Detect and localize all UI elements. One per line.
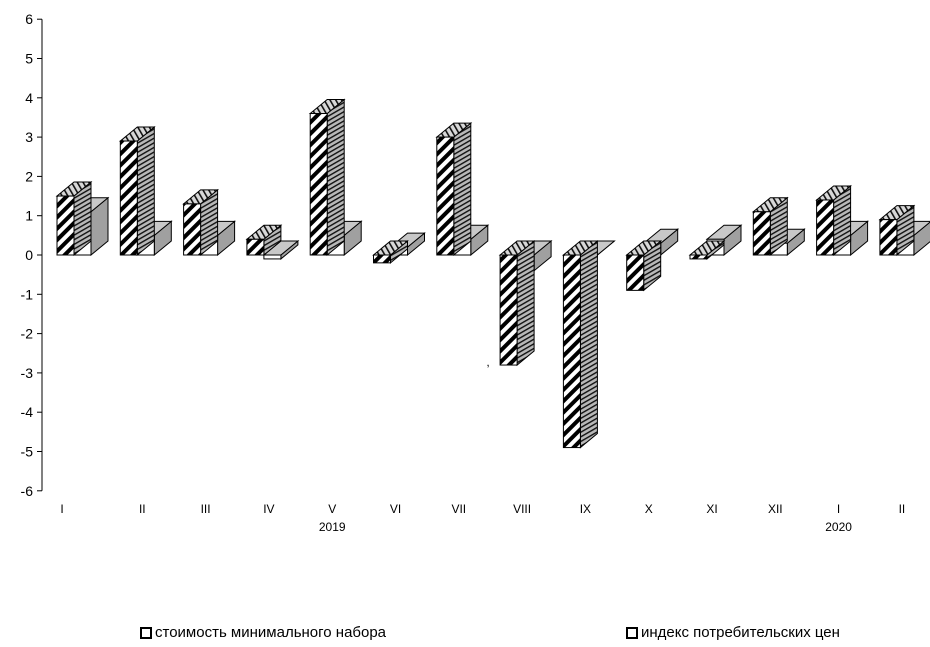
x-tick-label: VII	[451, 502, 466, 516]
bar-min-set-front	[183, 203, 202, 256]
bar-min-set-side	[516, 239, 535, 367]
x-tick-label: I	[60, 502, 63, 516]
x-tick-label: VIII	[513, 502, 531, 516]
bar-min-set-front	[689, 254, 708, 260]
legend-label-min-set: стоимость минимального набора	[155, 624, 387, 641]
y-tick-label: -6	[21, 483, 34, 499]
x-tick-label: IX	[580, 502, 591, 516]
x-tick-label: VI	[390, 502, 401, 516]
x-tick-label: XII	[768, 502, 783, 516]
bar-min-set-front	[879, 219, 898, 256]
x-tick-label: III	[201, 502, 211, 516]
bar-min-set	[562, 239, 599, 449]
y-tick-label: 6	[25, 11, 33, 27]
x-tick-label: X	[645, 502, 653, 516]
bar-min-set-front	[436, 136, 455, 256]
bar-min-set	[688, 239, 726, 260]
legend-label-cpi: индекс потребительских цен	[641, 624, 840, 641]
y-tick-label: 3	[25, 129, 33, 145]
bar-min-set-front	[816, 199, 835, 256]
bar-min-set	[182, 188, 219, 257]
legend-swatch-min-set	[140, 626, 152, 639]
bar-min-set-front	[246, 238, 265, 256]
y-tick-label: -3	[21, 365, 34, 381]
x-tick-label: II	[139, 502, 146, 516]
x-tick-label: I	[837, 502, 840, 516]
bar-min-set	[372, 239, 409, 264]
bar-min-set	[308, 98, 346, 257]
bar-min-set-side	[579, 239, 598, 449]
bar-min-set	[435, 122, 473, 257]
y-tick-label: -1	[21, 286, 34, 302]
legend-item-cpi: индекс потребительских цен	[626, 624, 840, 641]
bar-min-set	[245, 224, 283, 257]
x-tick-label: XI	[706, 502, 717, 516]
bar-min-set	[498, 239, 536, 367]
bar-min-set-front	[626, 254, 645, 291]
bar-min-set-side	[136, 125, 155, 257]
legend-swatch-cpi	[626, 626, 638, 639]
bar-min-set	[118, 125, 156, 257]
bar-min-set	[625, 239, 663, 292]
y-tick-label: 1	[25, 208, 33, 224]
x-tick-label: II	[899, 502, 906, 516]
legend-item-min-set: стоимость минимального набора	[140, 624, 386, 641]
y-tick-label: 4	[25, 90, 33, 106]
bar-cpi	[262, 239, 300, 260]
y-tick-label: 5	[25, 51, 33, 67]
bar-min-set	[55, 180, 93, 257]
bar-min-set-side	[326, 98, 345, 257]
x-year-label: 2019	[319, 520, 346, 534]
bar-min-set-front	[119, 140, 138, 256]
bar-min-set-front	[56, 195, 75, 256]
bar-min-set	[878, 204, 916, 257]
x-year-label: 2020	[825, 520, 852, 534]
y-tick-label: -5	[21, 444, 34, 460]
axis-layer	[37, 18, 43, 492]
bar-min-set-front	[562, 254, 581, 449]
bar-min-set-side	[453, 122, 472, 257]
x-tick-label: V	[328, 502, 336, 516]
x-tick-label: IV	[263, 502, 274, 516]
bar-min-set	[815, 184, 852, 257]
y-tick-label: 2	[25, 168, 33, 184]
bar-min-set-front	[309, 113, 328, 256]
y-tick-label: 0	[25, 247, 33, 263]
y-tick-label: -4	[21, 404, 34, 420]
y-tick-label: -2	[21, 326, 34, 342]
stray-mark: ,	[486, 355, 489, 369]
bar-cpi-front	[263, 254, 282, 260]
bars-layer	[55, 98, 930, 449]
bar-min-set	[751, 196, 789, 257]
bar-min-set-front	[752, 211, 771, 256]
bar-min-set-front	[373, 254, 391, 264]
bar-min-set-front	[499, 254, 518, 366]
